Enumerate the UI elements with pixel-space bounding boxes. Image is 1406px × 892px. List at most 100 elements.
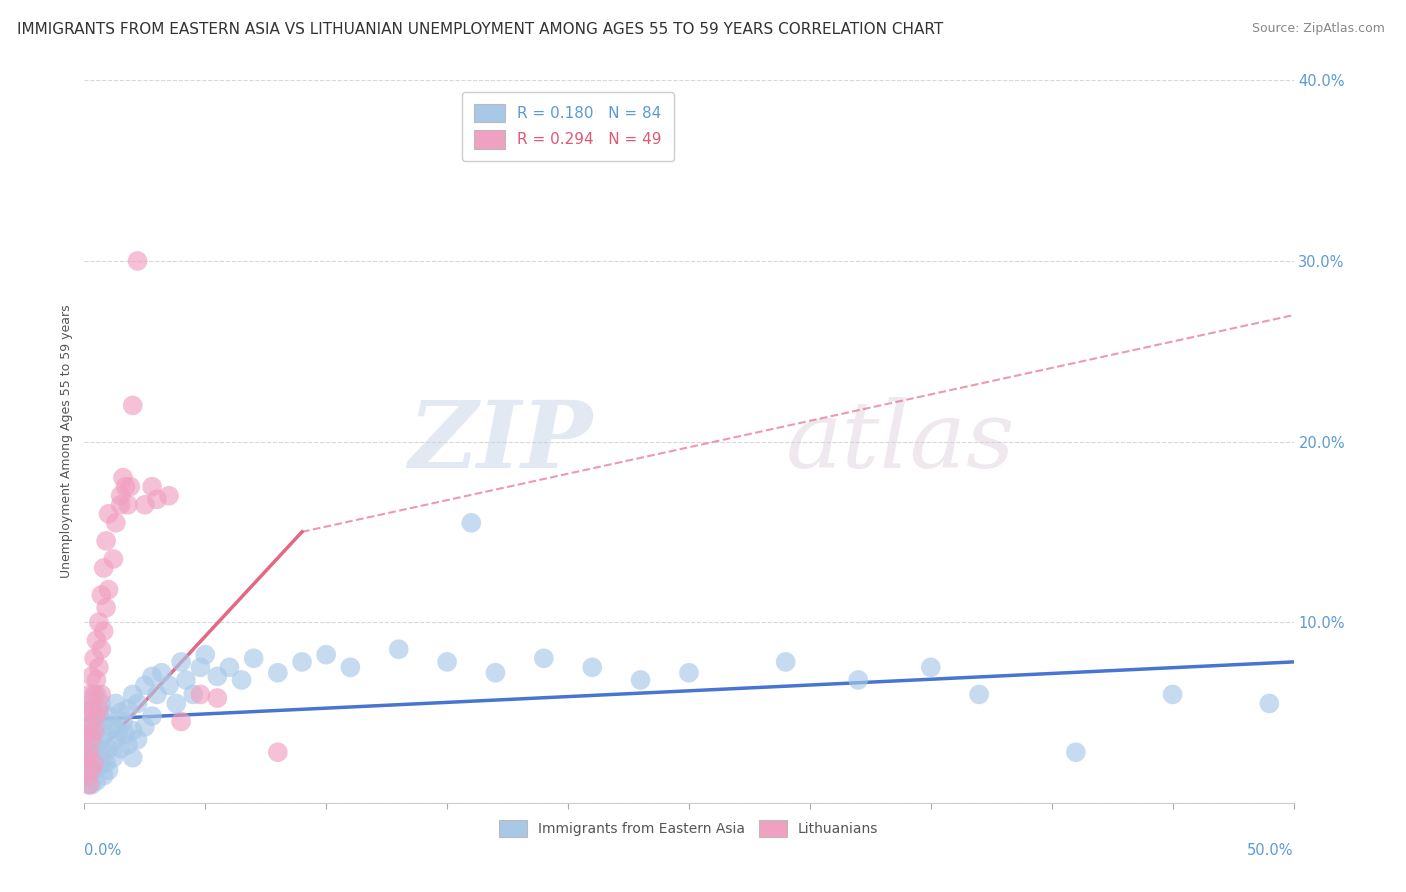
Point bbox=[1161, 687, 1184, 701]
Point bbox=[150, 665, 173, 680]
Point bbox=[170, 655, 193, 669]
Point bbox=[97, 709, 120, 723]
Point bbox=[77, 723, 100, 738]
Text: ZIP: ZIP bbox=[408, 397, 592, 486]
Point bbox=[127, 697, 149, 711]
Point bbox=[80, 764, 103, 778]
Point bbox=[484, 665, 506, 680]
Point bbox=[80, 732, 103, 747]
Point bbox=[83, 741, 105, 756]
Point bbox=[291, 655, 314, 669]
Text: 50.0%: 50.0% bbox=[1247, 843, 1294, 857]
Point bbox=[134, 678, 156, 692]
Point bbox=[83, 723, 105, 738]
Point bbox=[90, 687, 112, 701]
Point bbox=[77, 745, 100, 759]
Point bbox=[94, 600, 117, 615]
Point bbox=[117, 738, 139, 752]
Point bbox=[80, 702, 103, 716]
Point bbox=[76, 741, 98, 756]
Point bbox=[93, 624, 115, 639]
Point bbox=[87, 660, 110, 674]
Point bbox=[76, 727, 98, 741]
Point bbox=[967, 687, 990, 701]
Point bbox=[339, 660, 361, 674]
Point bbox=[93, 561, 115, 575]
Point bbox=[80, 778, 103, 792]
Point bbox=[134, 720, 156, 734]
Point bbox=[146, 687, 169, 701]
Point bbox=[181, 687, 204, 701]
Point bbox=[141, 709, 163, 723]
Point bbox=[146, 492, 169, 507]
Point bbox=[104, 732, 127, 747]
Point bbox=[76, 706, 98, 720]
Point bbox=[127, 732, 149, 747]
Point bbox=[87, 760, 110, 774]
Point bbox=[86, 673, 108, 687]
Point bbox=[110, 706, 132, 720]
Point bbox=[97, 741, 120, 756]
Point bbox=[218, 660, 240, 674]
Point bbox=[157, 489, 180, 503]
Text: IMMIGRANTS FROM EASTERN ASIA VS LITHUANIAN UNEMPLOYMENT AMONG AGES 55 TO 59 YEAR: IMMIGRANTS FROM EASTERN ASIA VS LITHUANI… bbox=[17, 22, 943, 37]
Point bbox=[86, 774, 108, 789]
Point bbox=[134, 498, 156, 512]
Text: 0.0%: 0.0% bbox=[84, 843, 121, 857]
Point bbox=[267, 745, 290, 759]
Point bbox=[94, 756, 117, 770]
Point bbox=[1064, 745, 1087, 759]
Point bbox=[86, 709, 108, 723]
Point bbox=[76, 706, 98, 720]
Point bbox=[77, 720, 100, 734]
Point bbox=[121, 687, 143, 701]
Point bbox=[87, 741, 110, 756]
Point bbox=[90, 588, 112, 602]
Point bbox=[83, 651, 105, 665]
Point bbox=[678, 665, 700, 680]
Point bbox=[86, 750, 108, 764]
Point bbox=[127, 254, 149, 268]
Point bbox=[93, 769, 115, 783]
Point bbox=[174, 673, 197, 687]
Point bbox=[93, 745, 115, 759]
Point bbox=[170, 714, 193, 729]
Point bbox=[76, 750, 98, 764]
Y-axis label: Unemployment Among Ages 55 to 59 years: Unemployment Among Ages 55 to 59 years bbox=[60, 305, 73, 578]
Point bbox=[112, 714, 135, 729]
Point bbox=[80, 669, 103, 683]
Point bbox=[775, 655, 797, 669]
Point bbox=[110, 489, 132, 503]
Point bbox=[80, 732, 103, 747]
Point bbox=[110, 741, 132, 756]
Point bbox=[94, 533, 117, 548]
Point bbox=[104, 697, 127, 711]
Point bbox=[114, 727, 136, 741]
Point bbox=[103, 720, 125, 734]
Point bbox=[97, 764, 120, 778]
Point bbox=[231, 673, 253, 687]
Point bbox=[103, 552, 125, 566]
Point bbox=[94, 727, 117, 741]
Point bbox=[77, 778, 100, 792]
Point bbox=[194, 648, 217, 662]
Point bbox=[581, 660, 603, 674]
Point bbox=[190, 687, 212, 701]
Point bbox=[112, 471, 135, 485]
Point bbox=[141, 480, 163, 494]
Point bbox=[77, 769, 100, 783]
Point bbox=[76, 760, 98, 774]
Text: Source: ZipAtlas.com: Source: ZipAtlas.com bbox=[1251, 22, 1385, 36]
Point bbox=[87, 702, 110, 716]
Legend: Immigrants from Eastern Asia, Lithuanians: Immigrants from Eastern Asia, Lithuanian… bbox=[489, 810, 889, 847]
Point bbox=[533, 651, 555, 665]
Point bbox=[86, 687, 108, 701]
Point bbox=[242, 651, 264, 665]
Point bbox=[436, 655, 458, 669]
Point bbox=[117, 702, 139, 716]
Point bbox=[190, 660, 212, 674]
Point bbox=[207, 669, 229, 683]
Point bbox=[110, 498, 132, 512]
Point bbox=[86, 723, 108, 738]
Point bbox=[114, 480, 136, 494]
